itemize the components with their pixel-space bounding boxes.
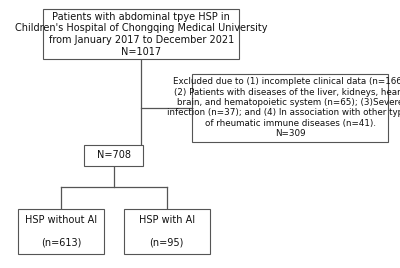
Text: HSP without AI

(n=613): HSP without AI (n=613) [25, 215, 97, 248]
Text: Excluded due to (1) incomplete clinical data (n=166);
(2) Patients with diseases: Excluded due to (1) incomplete clinical … [167, 77, 400, 138]
FancyBboxPatch shape [192, 74, 388, 142]
Text: Patients with abdominal tpye HSP in
Children's Hospital of Chongqing Medical Uni: Patients with abdominal tpye HSP in Chil… [15, 12, 268, 57]
Text: N=708: N=708 [97, 150, 131, 160]
FancyBboxPatch shape [18, 209, 104, 254]
Text: HSP with AI

(n=95): HSP with AI (n=95) [139, 215, 195, 248]
FancyBboxPatch shape [84, 144, 143, 166]
FancyBboxPatch shape [43, 9, 239, 59]
FancyBboxPatch shape [124, 209, 210, 254]
